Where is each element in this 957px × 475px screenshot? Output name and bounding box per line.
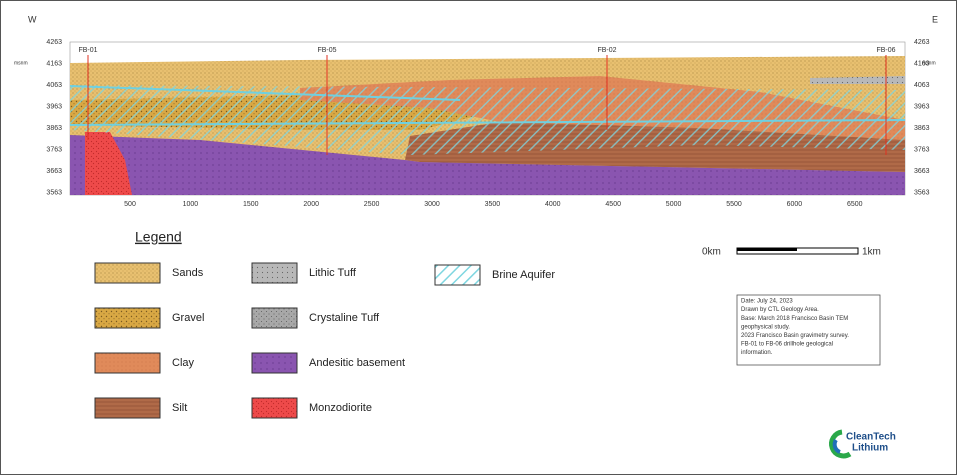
distance-label: 4500: [605, 201, 621, 208]
elevation-label: 4163: [46, 60, 62, 67]
logo-mark: [832, 438, 841, 454]
logo-text: Lithium: [852, 443, 888, 454]
note-line: Drawn by CTL Geology Area.: [741, 307, 819, 313]
elevation-label: 3963: [914, 103, 930, 110]
east-label: E: [932, 14, 938, 24]
legend-label: Crystaline Tuff: [309, 312, 380, 324]
legend-swatch: [251, 352, 298, 374]
andesitic-basement: [70, 135, 905, 195]
scale-bar: 0km 1km: [702, 247, 881, 258]
legend-label: Sands: [172, 267, 204, 279]
drillhole-label: FB-05: [317, 47, 336, 54]
elevation-unit: msnm: [14, 60, 28, 66]
elevation-unit: msnm: [922, 60, 936, 66]
drillhole-label: FB-01: [78, 47, 97, 54]
distance-label: 1500: [243, 201, 259, 208]
note-line: information.: [741, 350, 773, 356]
elevation-label: 4263: [914, 39, 930, 46]
legend-swatch: [94, 307, 161, 329]
scale-end: 1km: [862, 247, 881, 258]
drillhole-label: FB-06: [876, 47, 895, 54]
scale-start: 0km: [702, 247, 721, 258]
legend-label: Silt: [172, 402, 187, 414]
legend-swatch: [94, 352, 161, 374]
legend-title: Legend: [135, 229, 182, 245]
legend: Sands Gravel Clay Silt Lithic Tuff Cryst…: [94, 262, 555, 419]
legend-label: Brine Aquifer: [492, 269, 555, 281]
brine-aquifer: [70, 85, 905, 155]
distance-label: 2500: [364, 201, 380, 208]
distance-label: 5000: [666, 201, 682, 208]
distance-label: 3000: [424, 201, 440, 208]
distance-label: 500: [124, 201, 136, 208]
legend-label: Andesitic basement: [309, 357, 405, 369]
elevation-label: 3563: [46, 189, 62, 196]
elevation-label: 4163: [914, 60, 930, 67]
elevation-label: 3963: [46, 103, 62, 110]
monzodiorite: [85, 132, 132, 195]
note-line: geophysical study.: [741, 324, 790, 330]
legend-swatch: [251, 262, 298, 284]
legend-swatch: [94, 262, 161, 284]
west-label: W: [28, 14, 37, 24]
legend-label: Lithic Tuff: [309, 267, 357, 279]
legend-swatch: [251, 307, 298, 329]
logo: CleanTech Lithium: [829, 429, 896, 459]
legend-swatch: [251, 397, 298, 419]
lithic-tuff: [810, 76, 905, 84]
cross-section: [69, 41, 906, 196]
elevation-label: 4263: [46, 39, 62, 46]
distance-label: 4000: [545, 201, 561, 208]
drillhole-label: FB-02: [597, 47, 616, 54]
logo-text: CleanTech: [846, 432, 896, 443]
elevation-label: 4063: [914, 82, 930, 89]
scale-bar-fill: [737, 248, 797, 251]
elevation-label: 3763: [46, 146, 62, 153]
elevation-label: 4063: [46, 82, 62, 89]
distance-label: 5500: [726, 201, 742, 208]
note-line: Date: July 24, 2023: [741, 299, 793, 305]
legend-label: Gravel: [172, 312, 204, 324]
distance-label: 1000: [183, 201, 199, 208]
elevation-label: 3763: [914, 146, 930, 153]
distance-label: 2000: [303, 201, 319, 208]
note-line: FB-01 to FB-06 drillhole geological: [741, 342, 833, 348]
logo-mark: [829, 429, 852, 459]
notes-box: [736, 294, 881, 366]
elevation-label: 3863: [914, 125, 930, 132]
legend-swatch: [434, 264, 481, 286]
legend-label: Monzodiorite: [309, 402, 372, 414]
elevation-label: 3563: [914, 189, 930, 196]
aquifer-boundary: [69, 85, 906, 126]
legend-swatch: [94, 397, 161, 419]
note-line: Base: March 2018 Francisco Basin TEM: [741, 316, 848, 322]
distance-label: 6500: [847, 201, 863, 208]
elevation-label: 3663: [914, 168, 930, 175]
note-line: 2023 Francisco Basin gravimetry survey.: [741, 333, 849, 339]
distance-label: 6000: [787, 201, 803, 208]
elevation-label: 3863: [46, 125, 62, 132]
elevation-label: 3663: [46, 168, 62, 175]
distance-label: 3500: [485, 201, 501, 208]
legend-label: Clay: [172, 357, 195, 369]
